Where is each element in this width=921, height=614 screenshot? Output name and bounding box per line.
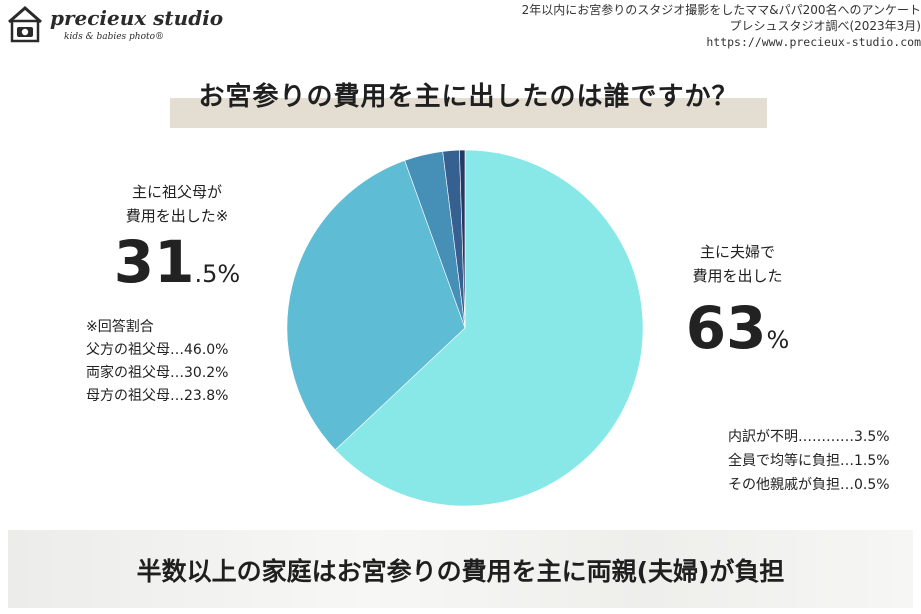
- grandparents-pct-suffix: .5%: [194, 260, 241, 288]
- source-url: https://www.precieux-studio.com: [706, 35, 921, 49]
- pie-slice-1: [286, 160, 466, 451]
- couple-pct-int: 63: [685, 294, 767, 362]
- source-line-2: プレシュスタジオ調べ(2023年3月): [729, 19, 921, 33]
- couple-label-line1: 主に夫婦で: [699, 243, 775, 261]
- note-heading: ※回答割合: [86, 319, 154, 335]
- chart-title: お宮参りの費用を主に出したのは誰ですか？: [198, 82, 739, 112]
- brand-tagline: kids & babies photo®: [64, 32, 165, 42]
- grandparents-label-line2: 費用を出した※: [125, 207, 229, 225]
- grandparents-breakdown-note: ※回答割合 父方の祖父母…46.0% 両家の祖父母…30.2% 母方の祖父母…2…: [86, 316, 228, 408]
- grandparents-label-line1: 主に祖父母が: [131, 183, 222, 201]
- brand-name: precieux studio: [50, 6, 224, 30]
- note-item: 両家の祖父母…30.2%: [86, 365, 229, 381]
- pie-slice-0: [334, 149, 644, 507]
- grandparents-percentage: 31.5%: [92, 232, 262, 304]
- pie-slice-4: [459, 149, 466, 329]
- source-note: 2年以内にお宮参りのスタジオ撮影をしたママ&パパ200名へのアンケート プレシュ…: [522, 2, 921, 50]
- couple-label-line2: 費用を出した: [692, 267, 783, 285]
- couple-percentage: 63%: [660, 298, 815, 370]
- couple-label-group: 主に夫婦で 費用を出した 63%: [660, 240, 815, 370]
- other-breakdown: 内訳が不明…………3.5% 全員で均等に負担…1.5% その他親戚が負担…0.5…: [728, 425, 890, 497]
- breakdown-item: 全員で均等に負担…1.5%: [728, 453, 890, 469]
- source-line-1: 2年以内にお宮参りのスタジオ撮影をしたママ&パパ200名へのアンケート: [521, 3, 921, 17]
- note-item: 父方の祖父母…46.0%: [86, 342, 229, 358]
- title-highlight: [170, 98, 767, 128]
- chart-title-band: お宮参りの費用を主に出したのは誰ですか？: [170, 74, 767, 128]
- couple-pct-suffix: %: [766, 326, 790, 354]
- note-item: 母方の祖父母…23.8%: [86, 388, 229, 404]
- house-camera-icon: [8, 6, 42, 43]
- conclusion-text: 半数以上の家庭はお宮参りの費用を主に両親(夫婦)が負担: [136, 557, 785, 586]
- grandparents-label-group: 主に祖父母が 費用を出した※ 31.5%: [92, 180, 262, 304]
- conclusion-banner: 半数以上の家庭はお宮参りの費用を主に両親(夫婦)が負担: [8, 530, 913, 608]
- grandparents-pct-int: 31: [113, 228, 195, 296]
- breakdown-item: その他親戚が負担…0.5%: [728, 477, 890, 493]
- breakdown-item: 内訳が不明…………3.5%: [728, 429, 890, 445]
- brand-logo: precieux studio kids & babies photo®: [6, 4, 223, 44]
